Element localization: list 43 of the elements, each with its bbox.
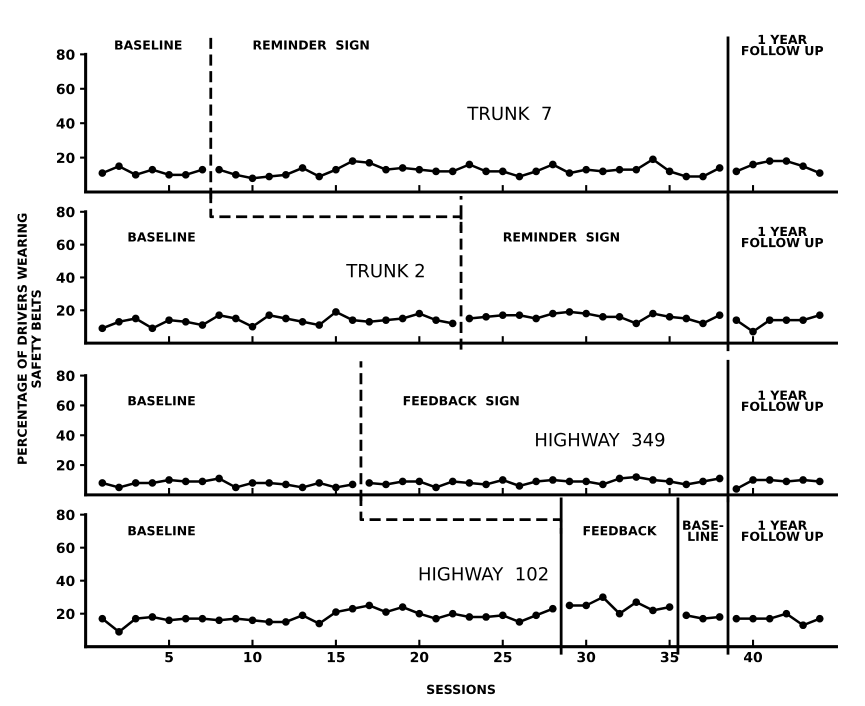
annotation: FEEDBACK bbox=[584, 526, 657, 536]
annotation: 1 YEAR FOLLOW UP bbox=[742, 520, 824, 542]
y-axis-title: PERCENTAGE OF DRIVERS WEARING SAFETY BELTS bbox=[17, 214, 41, 464]
y-tick-label: 20 bbox=[56, 460, 75, 471]
x-tick-label: 25 bbox=[494, 652, 512, 662]
annotation: 1 YEAR FOLLOW UP bbox=[742, 34, 824, 56]
x-tick-label: 15 bbox=[328, 652, 345, 662]
y-tick-label: 40 bbox=[56, 272, 75, 283]
x-tick-label: 40 bbox=[744, 652, 762, 662]
annotation: HIGHWAY 349 bbox=[536, 432, 664, 446]
annotation: 1 YEAR FOLLOW UP bbox=[742, 390, 824, 412]
y-tick-label: 40 bbox=[56, 118, 75, 129]
annotation: BASE- LINE bbox=[683, 520, 724, 541]
y-tick-label: 20 bbox=[56, 152, 75, 164]
annotation: REMINDER SIGN bbox=[504, 232, 619, 242]
annotation: TRUNK 2 bbox=[346, 264, 424, 278]
x-tick-label: 20 bbox=[410, 652, 428, 662]
annotation: BASELINE bbox=[128, 396, 195, 406]
x-axis-title: SESSIONS bbox=[427, 684, 495, 694]
y-tick-label: 80 bbox=[56, 510, 75, 520]
y-tick-label: 20 bbox=[56, 305, 75, 316]
y-tick-label: 40 bbox=[56, 576, 75, 586]
annotation: BASELINE bbox=[128, 232, 195, 242]
y-tick-label: 80 bbox=[56, 49, 75, 60]
y-tick-label: 20 bbox=[56, 608, 75, 620]
annotation: FEEDBACK SIGN bbox=[404, 396, 519, 406]
annotation: 1 YEAR FOLLOW UP bbox=[742, 226, 824, 248]
x-tick-label: 30 bbox=[577, 652, 596, 662]
x-tick-label: 10 bbox=[244, 652, 262, 662]
y-tick-label: 40 bbox=[56, 430, 75, 441]
text: REMINDER SIGN bbox=[254, 40, 369, 50]
y-tick-label: 60 bbox=[56, 84, 75, 94]
y-tick-label: 80 bbox=[56, 370, 75, 382]
annotation: BASELINE bbox=[128, 526, 195, 536]
annotation: HIGHWAY 102 bbox=[420, 566, 548, 581]
text: BASELINE bbox=[115, 40, 182, 50]
y-tick-label: 60 bbox=[56, 400, 75, 411]
y-tick-label: 60 bbox=[56, 240, 75, 250]
x-tick-label: 35 bbox=[660, 652, 678, 662]
y-tick-label: 80 bbox=[56, 206, 75, 218]
y-tick-label: 60 bbox=[56, 542, 75, 554]
annotation: TRUNK 7 bbox=[467, 106, 551, 120]
x-tick-label: 5 bbox=[165, 652, 173, 662]
